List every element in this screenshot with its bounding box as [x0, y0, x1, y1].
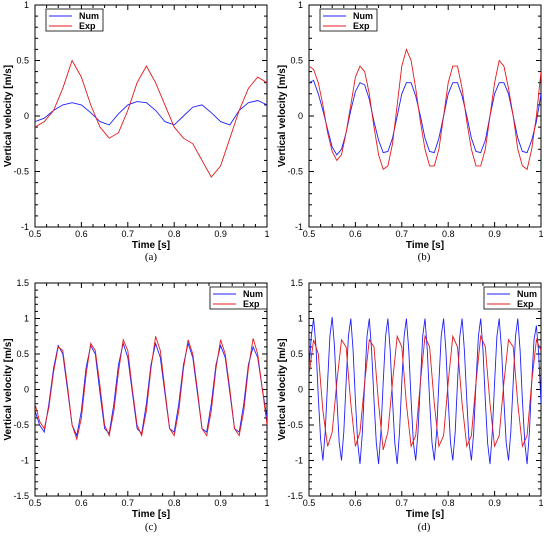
y-tick-label: 1.5 — [16, 278, 29, 288]
x-tick-label: 0.5 — [303, 498, 316, 508]
series-line-exp — [309, 48, 541, 171]
series-line-exp — [35, 336, 267, 441]
y-tick-label: -0.5 — [287, 167, 303, 177]
y-tick-label: 1 — [24, 314, 29, 324]
y-tick-label: -1.5 — [13, 491, 29, 501]
y-tick-label: 0.5 — [290, 349, 303, 359]
x-tick-label: 1 — [264, 229, 269, 239]
x-tick-label: 0.9 — [214, 498, 227, 508]
series-line-num — [35, 100, 267, 126]
x-tick-label: 1 — [264, 498, 269, 508]
y-tick-label: -0.5 — [13, 167, 29, 177]
y-axis-label: Vertical velocity [m/s] — [277, 65, 288, 167]
x-axis-label: Time [s] — [132, 509, 170, 520]
y-tick-label: -1 — [295, 222, 303, 232]
chart-panel-c: 0.5 0.6 0.7 0.8 0.9 1 -1.5 -1 -0.5 0 0.5 1 1.5 Time [… — [3, 278, 270, 533]
y-axis-label: Vertical velocity [m/s] — [277, 338, 288, 440]
y-tick-label: 0.5 — [290, 56, 303, 66]
x-tick-label: 0.9 — [488, 498, 501, 508]
x-tick-label: 0.7 — [122, 498, 135, 508]
plot-frame — [308, 4, 542, 228]
x-tick-label: 0.8 — [442, 498, 455, 508]
legend-label-exp: Exp — [243, 299, 260, 309]
series-line-exp — [35, 59, 267, 178]
y-tick-label: 0 — [24, 111, 29, 121]
y-tick-label: 1 — [24, 0, 29, 10]
plot-frame — [34, 282, 268, 497]
x-tick-label: 0.6 — [75, 229, 88, 239]
series-line-exp — [309, 334, 541, 451]
x-tick-label: 0.9 — [214, 229, 227, 239]
legend-label-exp: Exp — [79, 21, 96, 31]
panel-label: (c) — [145, 521, 158, 533]
y-tick-label: 0.5 — [16, 56, 29, 66]
x-axis-label: Time [s] — [406, 509, 444, 520]
x-tick-label: 0.7 — [396, 229, 409, 239]
panel-label: (b) — [418, 251, 431, 263]
y-tick-label: -1 — [21, 456, 29, 466]
y-tick-label: -0.5 — [287, 420, 303, 430]
x-tick-label: 0.7 — [396, 498, 409, 508]
legend-label-exp: Exp — [517, 299, 534, 309]
series-line-num — [309, 317, 541, 465]
legend-label-num: Num — [79, 11, 99, 21]
x-tick-label: 0.8 — [168, 229, 181, 239]
x-tick-label: 1 — [538, 498, 543, 508]
x-tick-label: 0.5 — [29, 229, 42, 239]
x-tick-label: 0.6 — [349, 229, 362, 239]
y-tick-label: -1 — [295, 456, 303, 466]
y-tick-label: 0 — [298, 385, 303, 395]
x-tick-label: 0.8 — [168, 498, 181, 508]
legend-label-num: Num — [243, 289, 263, 299]
chart-panel-b: 0.5 0.6 0.7 0.8 0.9 1 -1 -0.5 0 0.5 1 Time [s] Verti… — [277, 0, 544, 263]
x-tick-label: 0.5 — [29, 498, 42, 508]
x-axis-label: Time [s] — [132, 240, 170, 251]
y-tick-label: 0 — [24, 385, 29, 395]
x-tick-label: 0.8 — [442, 229, 455, 239]
y-tick-label: 1 — [298, 314, 303, 324]
x-tick-label: 1 — [538, 229, 543, 239]
x-tick-label: 0.7 — [122, 229, 135, 239]
chart-panel-a: 0.5 0.6 0.7 0.8 0.9 1 -1 -0.5 0 0.5 1 Time [s] Verti… — [3, 0, 270, 263]
y-tick-label: 0 — [298, 111, 303, 121]
plot-frame — [308, 282, 542, 497]
y-tick-label: 1 — [298, 0, 303, 10]
chart-panel-d: 0.5 0.6 0.7 0.8 0.9 1 -1.5 -1 -0.5 0 0.5 1 1.5 Time [… — [277, 278, 544, 533]
x-tick-label: 0.6 — [349, 498, 362, 508]
y-tick-label: -1 — [21, 222, 29, 232]
legend-label-num: Num — [517, 289, 537, 299]
legend-label-num: Num — [353, 11, 373, 21]
legend-label-exp: Exp — [353, 21, 370, 31]
y-tick-label: -1.5 — [287, 491, 303, 501]
x-axis-label: Time [s] — [406, 240, 444, 251]
y-tick-label: 1.5 — [290, 278, 303, 288]
x-tick-label: 0.5 — [303, 229, 316, 239]
y-tick-label: 0.5 — [16, 349, 29, 359]
plot-frame — [34, 4, 268, 228]
x-tick-label: 0.6 — [75, 498, 88, 508]
x-tick-label: 0.9 — [488, 229, 501, 239]
y-axis-label: Vertical velocity [m/s] — [3, 65, 14, 167]
y-tick-label: -0.5 — [13, 420, 29, 430]
panel-label: (a) — [145, 251, 158, 263]
y-axis-label: Vertical velocity [m/s] — [3, 338, 14, 440]
panel-label: (d) — [418, 521, 431, 533]
